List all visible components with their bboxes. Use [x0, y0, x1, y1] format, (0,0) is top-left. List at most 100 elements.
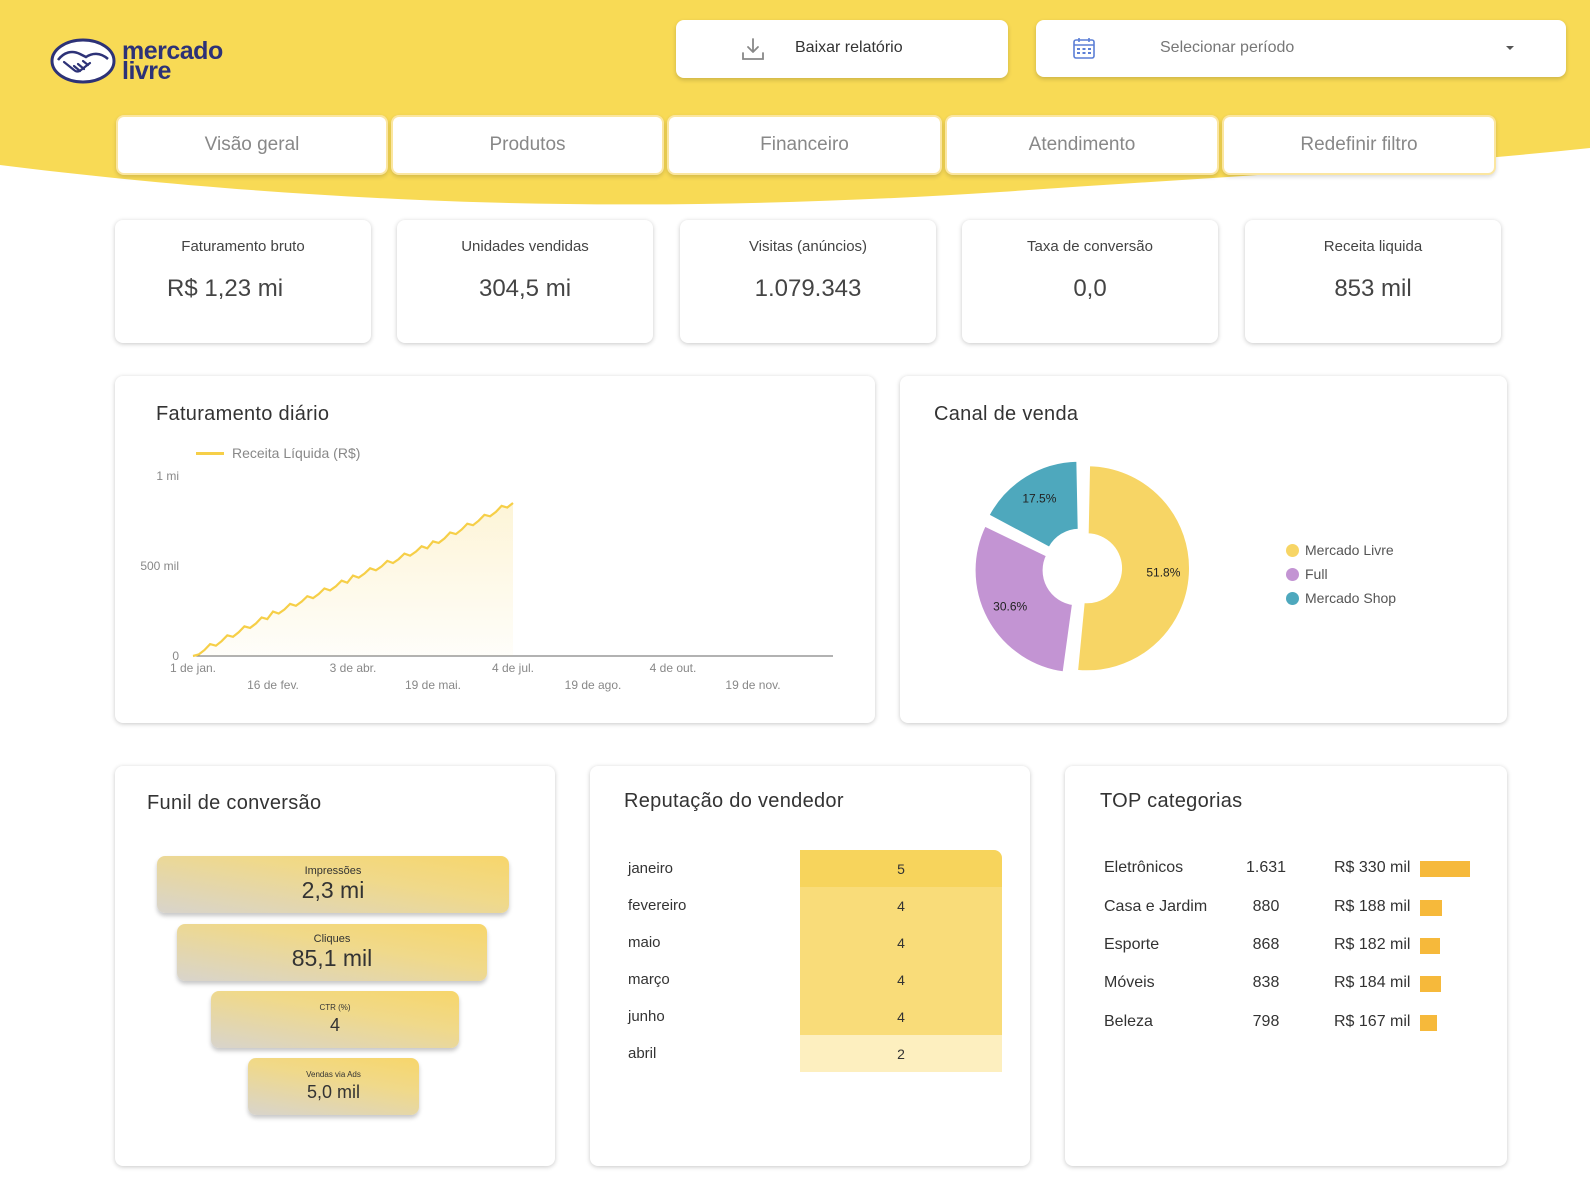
legend-label: Receita Líquida (R$) — [232, 445, 361, 461]
download-report-button[interactable]: Baixar relatório — [676, 20, 1008, 78]
chart-legend: Receita Líquida (R$) — [196, 445, 360, 461]
kpi-value: 304,5 mi — [478, 275, 572, 302]
tab-redefinir-filtro[interactable]: Redefinir filtro — [1222, 115, 1496, 175]
brand-line-2: livre — [122, 57, 171, 85]
category-name: Casa e Jardim — [1104, 898, 1208, 915]
reputation-month: maio — [628, 934, 661, 951]
x-tick-label: 19 de ago. — [565, 678, 622, 692]
reputation-month: abril — [628, 1045, 657, 1062]
reputation-score: 4 — [800, 924, 1002, 961]
legend-item-full[interactable]: Full — [1286, 562, 1396, 586]
kpi-value: 0,0 — [1073, 275, 1107, 302]
brand-logo[interactable]: mercado livre — [50, 38, 223, 84]
legend-label: Mercado Shop — [1305, 590, 1397, 606]
reputation-month: junho — [628, 1008, 665, 1025]
funnel-step-value: 2,3 mi — [301, 877, 365, 903]
pie-slice-label: 51.8% — [1146, 566, 1180, 580]
kpi-card-taxa-conversao: Taxa de conversão 0,0 — [962, 220, 1218, 343]
pie-legend: Mercado Livre Full Mercado Shop — [1286, 538, 1396, 610]
brand-line-1: mercado — [122, 37, 223, 65]
category-revenue: R$ 188 mil — [1334, 898, 1411, 915]
kpi-card-unidades-vendidas: Unidades vendidas 304,5 mi — [397, 220, 653, 343]
period-select-placeholder: Selecionar período — [1160, 39, 1295, 56]
funnel-step-ctr: CTR (%) 4 — [211, 991, 459, 1048]
chevron-down-icon — [1506, 46, 1514, 50]
reputation-row: janeiro 5 — [628, 850, 1002, 887]
reputation-score: 4 — [800, 887, 1002, 924]
download-report-label: Baixar relatório — [795, 39, 903, 56]
pie-slice — [973, 524, 1074, 674]
funnel-step-label: Cliques — [313, 933, 351, 945]
reputation-row: março 4 — [628, 961, 1002, 998]
period-select[interactable]: Selecionar período — [1036, 20, 1566, 77]
reputation-month: fevereiro — [628, 897, 687, 914]
category-row: Eletrônicos 1.631 R$ 330 mil — [1104, 851, 1484, 889]
seller-reputation-title: Reputação do vendedor — [624, 790, 844, 812]
funnel-step-value: 85,1 mil — [291, 945, 373, 971]
funnel-step-cliques: Cliques 85,1 mil — [177, 924, 487, 981]
kpi-label: Receita liquida — [1323, 238, 1423, 255]
x-tick-label: 16 de fev. — [247, 678, 299, 692]
tab-atendimento[interactable]: Atendimento — [945, 115, 1219, 175]
tab-produtos[interactable]: Produtos — [391, 115, 664, 175]
category-qty: 798 — [1252, 1013, 1280, 1030]
funnel-step-label: Impressões — [304, 865, 362, 877]
reputation-score: 2 — [800, 1035, 1002, 1072]
legend-item-mercado-shop[interactable]: Mercado Shop — [1286, 586, 1396, 610]
y-tick-label: 500 mil — [140, 559, 179, 573]
category-name: Beleza — [1104, 1013, 1153, 1030]
legend-label: Mercado Livre — [1305, 542, 1394, 558]
series-line — [192, 502, 514, 658]
pie-slice — [1076, 464, 1191, 673]
reputation-row: abril 2 — [628, 1035, 1002, 1072]
kpi-value: 1.079.343 — [754, 275, 862, 302]
legend-dot — [1286, 543, 1299, 557]
tab-financeiro[interactable]: Financeiro — [667, 115, 942, 175]
category-name: Móveis — [1104, 974, 1155, 991]
y-tick-label: 1 mi — [156, 469, 179, 483]
x-tick-label: 4 de out. — [650, 661, 697, 675]
funnel-step-label: CTR (%) — [319, 1003, 351, 1012]
category-qty: 838 — [1252, 974, 1280, 991]
legend-label: Full — [1305, 566, 1328, 582]
funnel-step-impressoes: Impressões 2,3 mi — [157, 856, 509, 913]
legend-item-mercado-livre[interactable]: Mercado Livre — [1286, 538, 1396, 562]
top-categories-card — [1065, 766, 1507, 1166]
reputation-row: fevereiro 4 — [628, 887, 1002, 924]
kpi-label: Taxa de conversão — [1027, 238, 1153, 255]
x-tick-label: 1 de jan. — [170, 661, 216, 675]
category-revenue-bar — [1420, 861, 1470, 877]
download-icon — [742, 38, 764, 60]
category-revenue: R$ 167 mil — [1334, 1013, 1411, 1030]
funnel-step-value: 4 — [329, 1015, 340, 1035]
kpi-card-faturamento-bruto: Faturamento bruto R$ 1,23 mi — [115, 220, 371, 343]
x-tick-label: 3 de abr. — [330, 661, 377, 675]
reputation-row: junho 4 — [628, 998, 1002, 1035]
category-row: Esporte 868 R$ 182 mil — [1104, 928, 1484, 966]
category-revenue-bar — [1420, 900, 1442, 916]
category-revenue: R$ 330 mil — [1334, 859, 1411, 876]
tab-visao-geral[interactable]: Visão geral — [116, 115, 388, 175]
legend-dot — [1286, 591, 1299, 605]
category-name: Eletrônicos — [1104, 859, 1184, 876]
daily-revenue-chart: 0 500 mil 1 mi 1 de jan. 16 de fev. 3 de abr.… — [140, 469, 833, 692]
sales-channel-pie: 51.8% 30.6% 17.5% — [973, 459, 1191, 674]
pie-slice-label: 17.5% — [1022, 492, 1056, 506]
category-revenue-bar — [1420, 1015, 1437, 1031]
kpi-label: Faturamento bruto — [181, 238, 305, 255]
kpi-value: 853 mil — [1334, 275, 1412, 302]
x-tick-label: 19 de nov. — [725, 678, 780, 692]
funnel-step-vendas-ads: Vendas via Ads 5,0 mil — [248, 1058, 419, 1115]
category-row: Móveis 838 R$ 184 mil — [1104, 966, 1484, 1004]
handshake-icon — [50, 38, 116, 84]
funnel-step-value: 5,0 mil — [306, 1082, 360, 1102]
category-name: Esporte — [1104, 936, 1160, 953]
legend-dot — [1286, 567, 1299, 581]
category-row: Casa e Jardim 880 R$ 188 mil — [1104, 890, 1484, 928]
kpi-label: Unidades vendidas — [461, 238, 589, 255]
funnel-step-label: Vendas via Ads — [306, 1070, 361, 1079]
reputation-row: maio 4 — [628, 924, 1002, 961]
kpi-card-receita-liquida: Receita liquida 853 mil — [1245, 220, 1501, 343]
top-categories-title: TOP categorias — [1100, 790, 1243, 812]
kpi-card-visitas: Visitas (anúncios) 1.079.343 — [680, 220, 936, 343]
